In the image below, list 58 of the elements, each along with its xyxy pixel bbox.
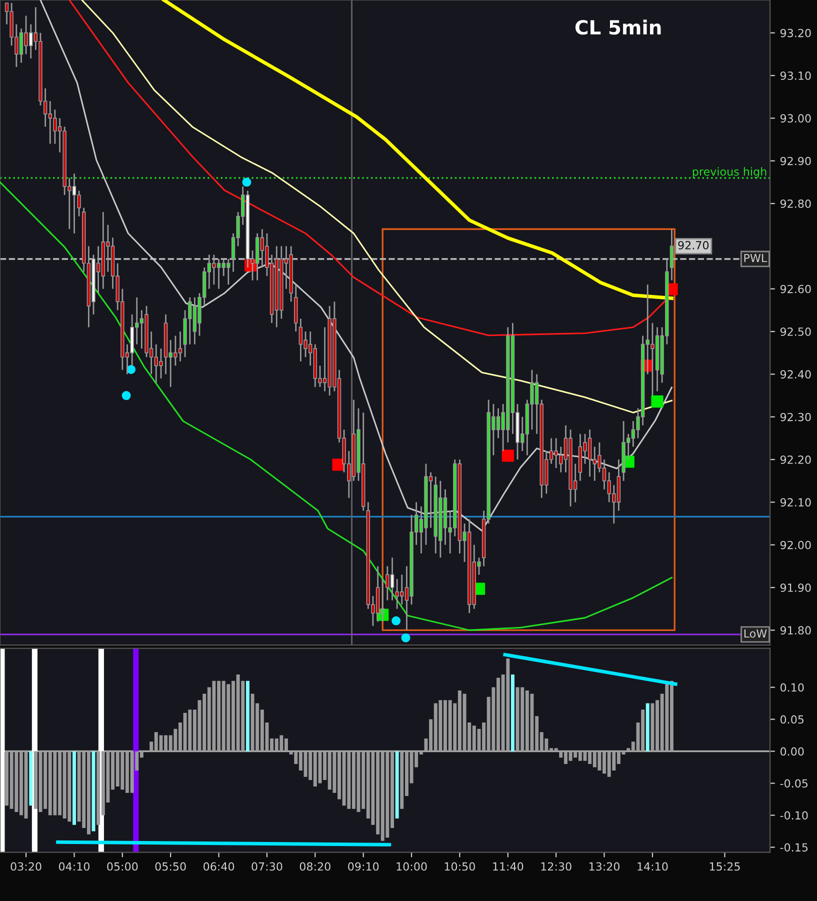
y-tick-label: 91.90 — [780, 583, 811, 592]
bar — [646, 703, 650, 752]
ref-line-label: previous high — [692, 167, 766, 178]
y-tick-label: 92.20 — [780, 455, 811, 464]
ref-line-label: LoW — [744, 629, 767, 638]
x-tick-label: 04:10 — [58, 862, 90, 871]
x-tick-label: 12:30 — [541, 862, 572, 871]
y-tick-label: 92.40 — [780, 370, 811, 379]
point — [392, 616, 401, 626]
y-tick-label: -0.05 — [780, 779, 808, 788]
bar — [510, 674, 514, 752]
annotation: 92.70 — [678, 241, 709, 250]
y-tick-label: 0.00 — [780, 747, 804, 756]
y-tick-label: 92.30 — [780, 412, 811, 422]
y-tick-label: 92.00 — [780, 540, 811, 550]
bar — [29, 751, 33, 806]
candlestick — [670, 228, 674, 282]
y-tick-label: 91.80 — [780, 626, 811, 635]
bar — [72, 751, 76, 825]
y-tick-label: 92.50 — [780, 327, 811, 336]
bar — [395, 751, 399, 818]
x-tick-label: 09:10 — [348, 862, 379, 871]
line-series — [0, 181, 672, 631]
x-tick-label: 10:00 — [396, 862, 427, 871]
x-tick-label: 13:20 — [589, 862, 620, 871]
point — [122, 391, 131, 400]
x-tick-label: 08:20 — [300, 862, 330, 871]
line-series — [40, 0, 672, 532]
point — [651, 395, 664, 408]
bar — [246, 680, 250, 752]
x-tick-label: 03:20 — [10, 862, 42, 871]
line-series — [81, 0, 672, 414]
y-tick-label: 93.00 — [780, 114, 811, 123]
x-tick-label: 14:10 — [638, 862, 668, 871]
point — [502, 450, 514, 462]
point — [401, 633, 410, 642]
y-tick-label: 93.20 — [780, 28, 811, 38]
y-tick-label: 92.60 — [780, 284, 811, 294]
y-tick-label: 92.90 — [780, 156, 811, 166]
y-tick-label: -0.10 — [780, 811, 808, 820]
point — [126, 364, 136, 374]
x-tick-label: 05:50 — [155, 862, 186, 871]
point — [242, 178, 252, 187]
y-tick-label: 93.10 — [780, 71, 811, 80]
y-tick-label: 0.10 — [780, 683, 804, 692]
x-tick-label: 15:25 — [710, 862, 740, 871]
x-tick-label: 06:40 — [204, 862, 234, 871]
x-tick-label: 07:30 — [252, 862, 282, 871]
y-tick-label: -0.15 — [780, 843, 808, 852]
text: CL 5min — [575, 20, 661, 35]
ref-line-label: PWL — [744, 254, 768, 262]
x-tick-label: 05:00 — [107, 862, 138, 871]
y-tick-label: 0.05 — [780, 715, 804, 724]
y-tick-label: 92.10 — [780, 498, 811, 507]
x-tick-label: 11:40 — [493, 862, 524, 871]
x-tick-label: 10:50 — [444, 862, 475, 871]
line-series — [162, 0, 674, 300]
y-tick-label: 92.80 — [780, 199, 811, 208]
